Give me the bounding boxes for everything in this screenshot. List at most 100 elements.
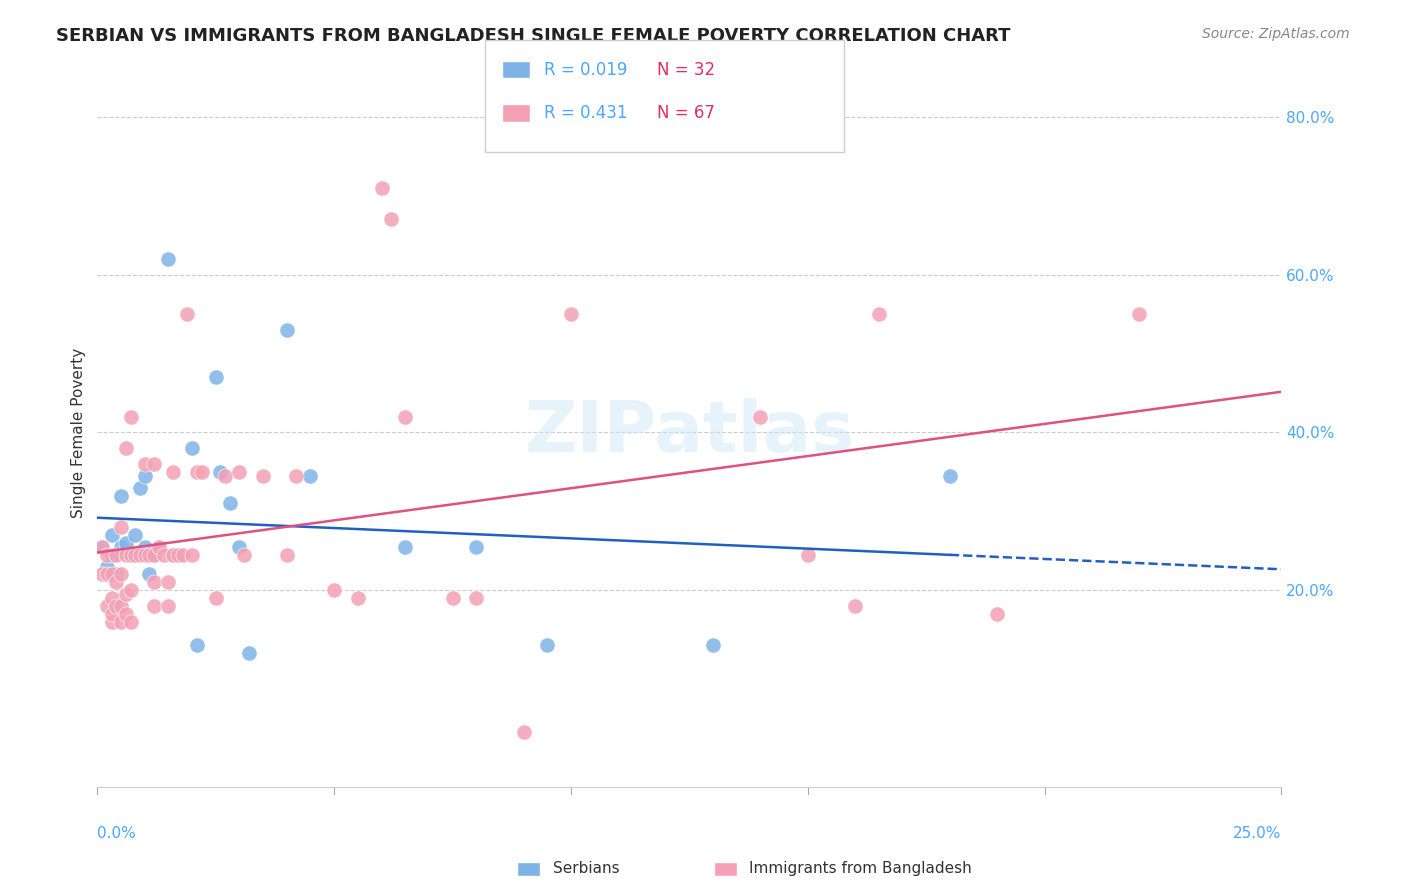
Point [285, 468, 308, 483]
Point [228, 540, 250, 554]
Point [110, 540, 132, 554]
Point [96, 548, 118, 562]
Point [276, 548, 298, 562]
Point [986, 607, 1008, 621]
Point [114, 587, 136, 601]
Point [209, 465, 232, 479]
Text: 25.0%: 25.0% [1233, 826, 1281, 841]
Point [100, 567, 122, 582]
Point [181, 441, 204, 455]
Y-axis label: Single Female Poverty: Single Female Poverty [72, 347, 86, 517]
Point [797, 548, 820, 562]
Point [162, 548, 184, 562]
Point [100, 591, 122, 606]
Point [939, 468, 962, 483]
Point [512, 725, 534, 739]
Text: Immigrants from Bangladesh: Immigrants from Bangladesh [749, 862, 972, 876]
Point [370, 181, 392, 195]
Text: R = 0.019: R = 0.019 [544, 61, 627, 78]
Point [167, 548, 190, 562]
Point [120, 409, 142, 424]
Point [96, 567, 118, 582]
Text: SERBIAN VS IMMIGRANTS FROM BANGLADESH SINGLE FEMALE POVERTY CORRELATION CHART: SERBIAN VS IMMIGRANTS FROM BANGLADESH SI… [56, 27, 1011, 45]
Point [233, 548, 256, 562]
Point [157, 599, 180, 613]
Point [96, 599, 118, 613]
Point [465, 540, 488, 554]
Point [134, 468, 156, 483]
Text: R = 0.431: R = 0.431 [544, 104, 627, 122]
Point [143, 548, 166, 562]
Point [228, 465, 250, 479]
Text: N = 67: N = 67 [657, 104, 714, 122]
Point [134, 540, 156, 554]
Point [157, 575, 180, 590]
Point [152, 548, 174, 562]
Point [120, 615, 142, 629]
Point [157, 252, 180, 266]
Point [120, 548, 142, 562]
Point [138, 567, 160, 582]
Point [186, 639, 208, 653]
Point [110, 520, 132, 534]
Point [299, 468, 322, 483]
Point [190, 465, 212, 479]
Point [172, 548, 194, 562]
Text: ZIPatlas: ZIPatlas [524, 398, 855, 467]
Point [105, 599, 128, 613]
Point [252, 468, 274, 483]
Text: Source: ZipAtlas.com: Source: ZipAtlas.com [1202, 27, 1350, 41]
Point [110, 567, 132, 582]
Point [129, 481, 152, 495]
Point [162, 548, 184, 562]
Point [186, 465, 208, 479]
Point [465, 591, 488, 606]
Point [134, 457, 156, 471]
Point [129, 548, 152, 562]
Point [143, 548, 166, 562]
Point [105, 575, 128, 590]
Text: Serbians: Serbians [553, 862, 619, 876]
Point [868, 307, 890, 321]
Point [749, 409, 772, 424]
Point [110, 615, 132, 629]
Point [100, 548, 122, 562]
Point [91, 567, 114, 582]
Point [380, 212, 402, 227]
Point [143, 457, 166, 471]
Point [114, 536, 136, 550]
Point [143, 599, 166, 613]
Point [394, 409, 416, 424]
Point [394, 540, 416, 554]
Point [176, 307, 198, 321]
Point [120, 548, 142, 562]
Point [100, 528, 122, 542]
Point [536, 639, 558, 653]
Point [100, 615, 122, 629]
Point [560, 307, 582, 321]
Point [124, 548, 146, 562]
Point [96, 559, 118, 574]
Point [138, 548, 160, 562]
Point [1128, 307, 1150, 321]
Point [181, 548, 204, 562]
Point [204, 591, 226, 606]
Point [276, 323, 298, 337]
Point [148, 540, 170, 554]
Point [441, 591, 464, 606]
Point [110, 489, 132, 503]
Point [91, 540, 114, 554]
Point [219, 496, 242, 510]
Point [105, 567, 128, 582]
Point [323, 583, 346, 598]
Point [114, 607, 136, 621]
Point [110, 599, 132, 613]
Point [114, 441, 136, 455]
Point [238, 646, 260, 660]
Point [100, 607, 122, 621]
Text: 0.0%: 0.0% [97, 826, 136, 841]
Point [124, 528, 146, 542]
Point [148, 540, 170, 554]
Point [143, 575, 166, 590]
Text: N = 32: N = 32 [657, 61, 714, 78]
